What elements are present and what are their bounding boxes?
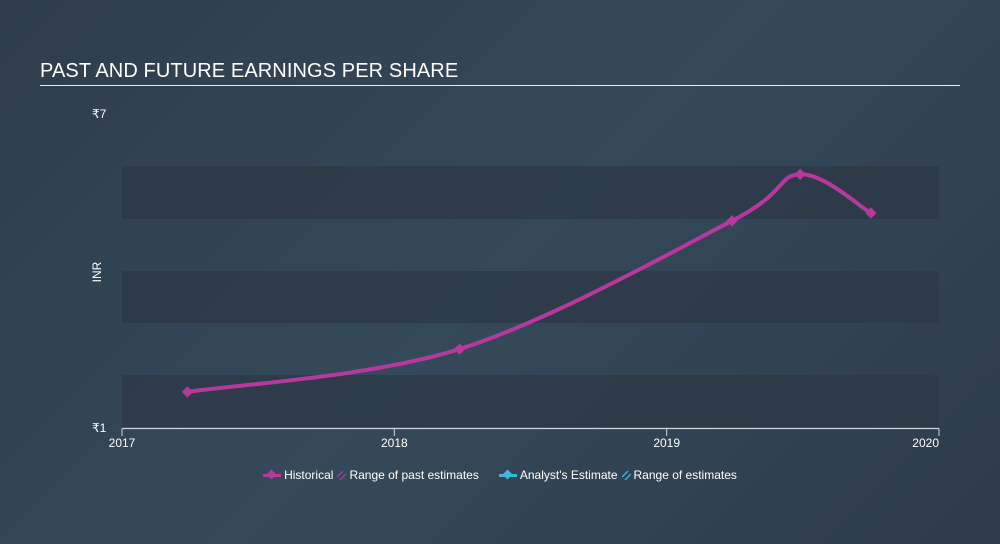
legend-item-analyst[interactable]: Analyst's Estimate — [498, 468, 618, 482]
data-point-diamond[interactable] — [794, 168, 806, 180]
grid-bands — [122, 166, 939, 427]
y-tick-bottom: ₹1 — [92, 421, 107, 435]
y-tick-top: ₹7 — [92, 107, 107, 121]
legend-label: Range of past estimates — [349, 468, 479, 482]
hatch-icon — [621, 470, 631, 480]
legend-label: Range of estimates — [633, 468, 737, 482]
x-axis — [121, 427, 940, 436]
hatch-icon — [337, 470, 347, 480]
y-axis-label: INR — [90, 261, 104, 282]
title-divider — [40, 85, 960, 86]
legend-label: Historical — [284, 468, 334, 482]
data-point-diamond[interactable] — [181, 386, 194, 398]
svg-text:2017: 2017 — [109, 436, 136, 450]
svg-text:2020: 2020 — [912, 436, 939, 450]
legend-item-range-past[interactable]: Range of past estimates — [337, 468, 479, 482]
chart-title: PAST AND FUTURE EARNINGS PER SHARE — [40, 60, 459, 82]
legend-item-historical[interactable]: Historical — [263, 468, 333, 482]
svg-text:2018: 2018 — [381, 436, 408, 450]
historical-points — [181, 168, 877, 398]
diamond-line-icon — [498, 469, 517, 480]
x-tick-labels: 2017 2018 2019 2020 — [109, 436, 940, 450]
data-point-diamond[interactable] — [865, 207, 877, 219]
data-point-diamond[interactable] — [454, 343, 466, 355]
legend: Historical Range of past estimates Analy… — [0, 468, 1000, 482]
legend-item-range-estimates[interactable]: Range of estimates — [621, 468, 737, 482]
diamond-line-icon — [263, 469, 282, 480]
data-point-diamond[interactable] — [726, 215, 738, 227]
svg-text:2019: 2019 — [653, 436, 680, 450]
legend-label: Analyst's Estimate — [519, 468, 618, 482]
